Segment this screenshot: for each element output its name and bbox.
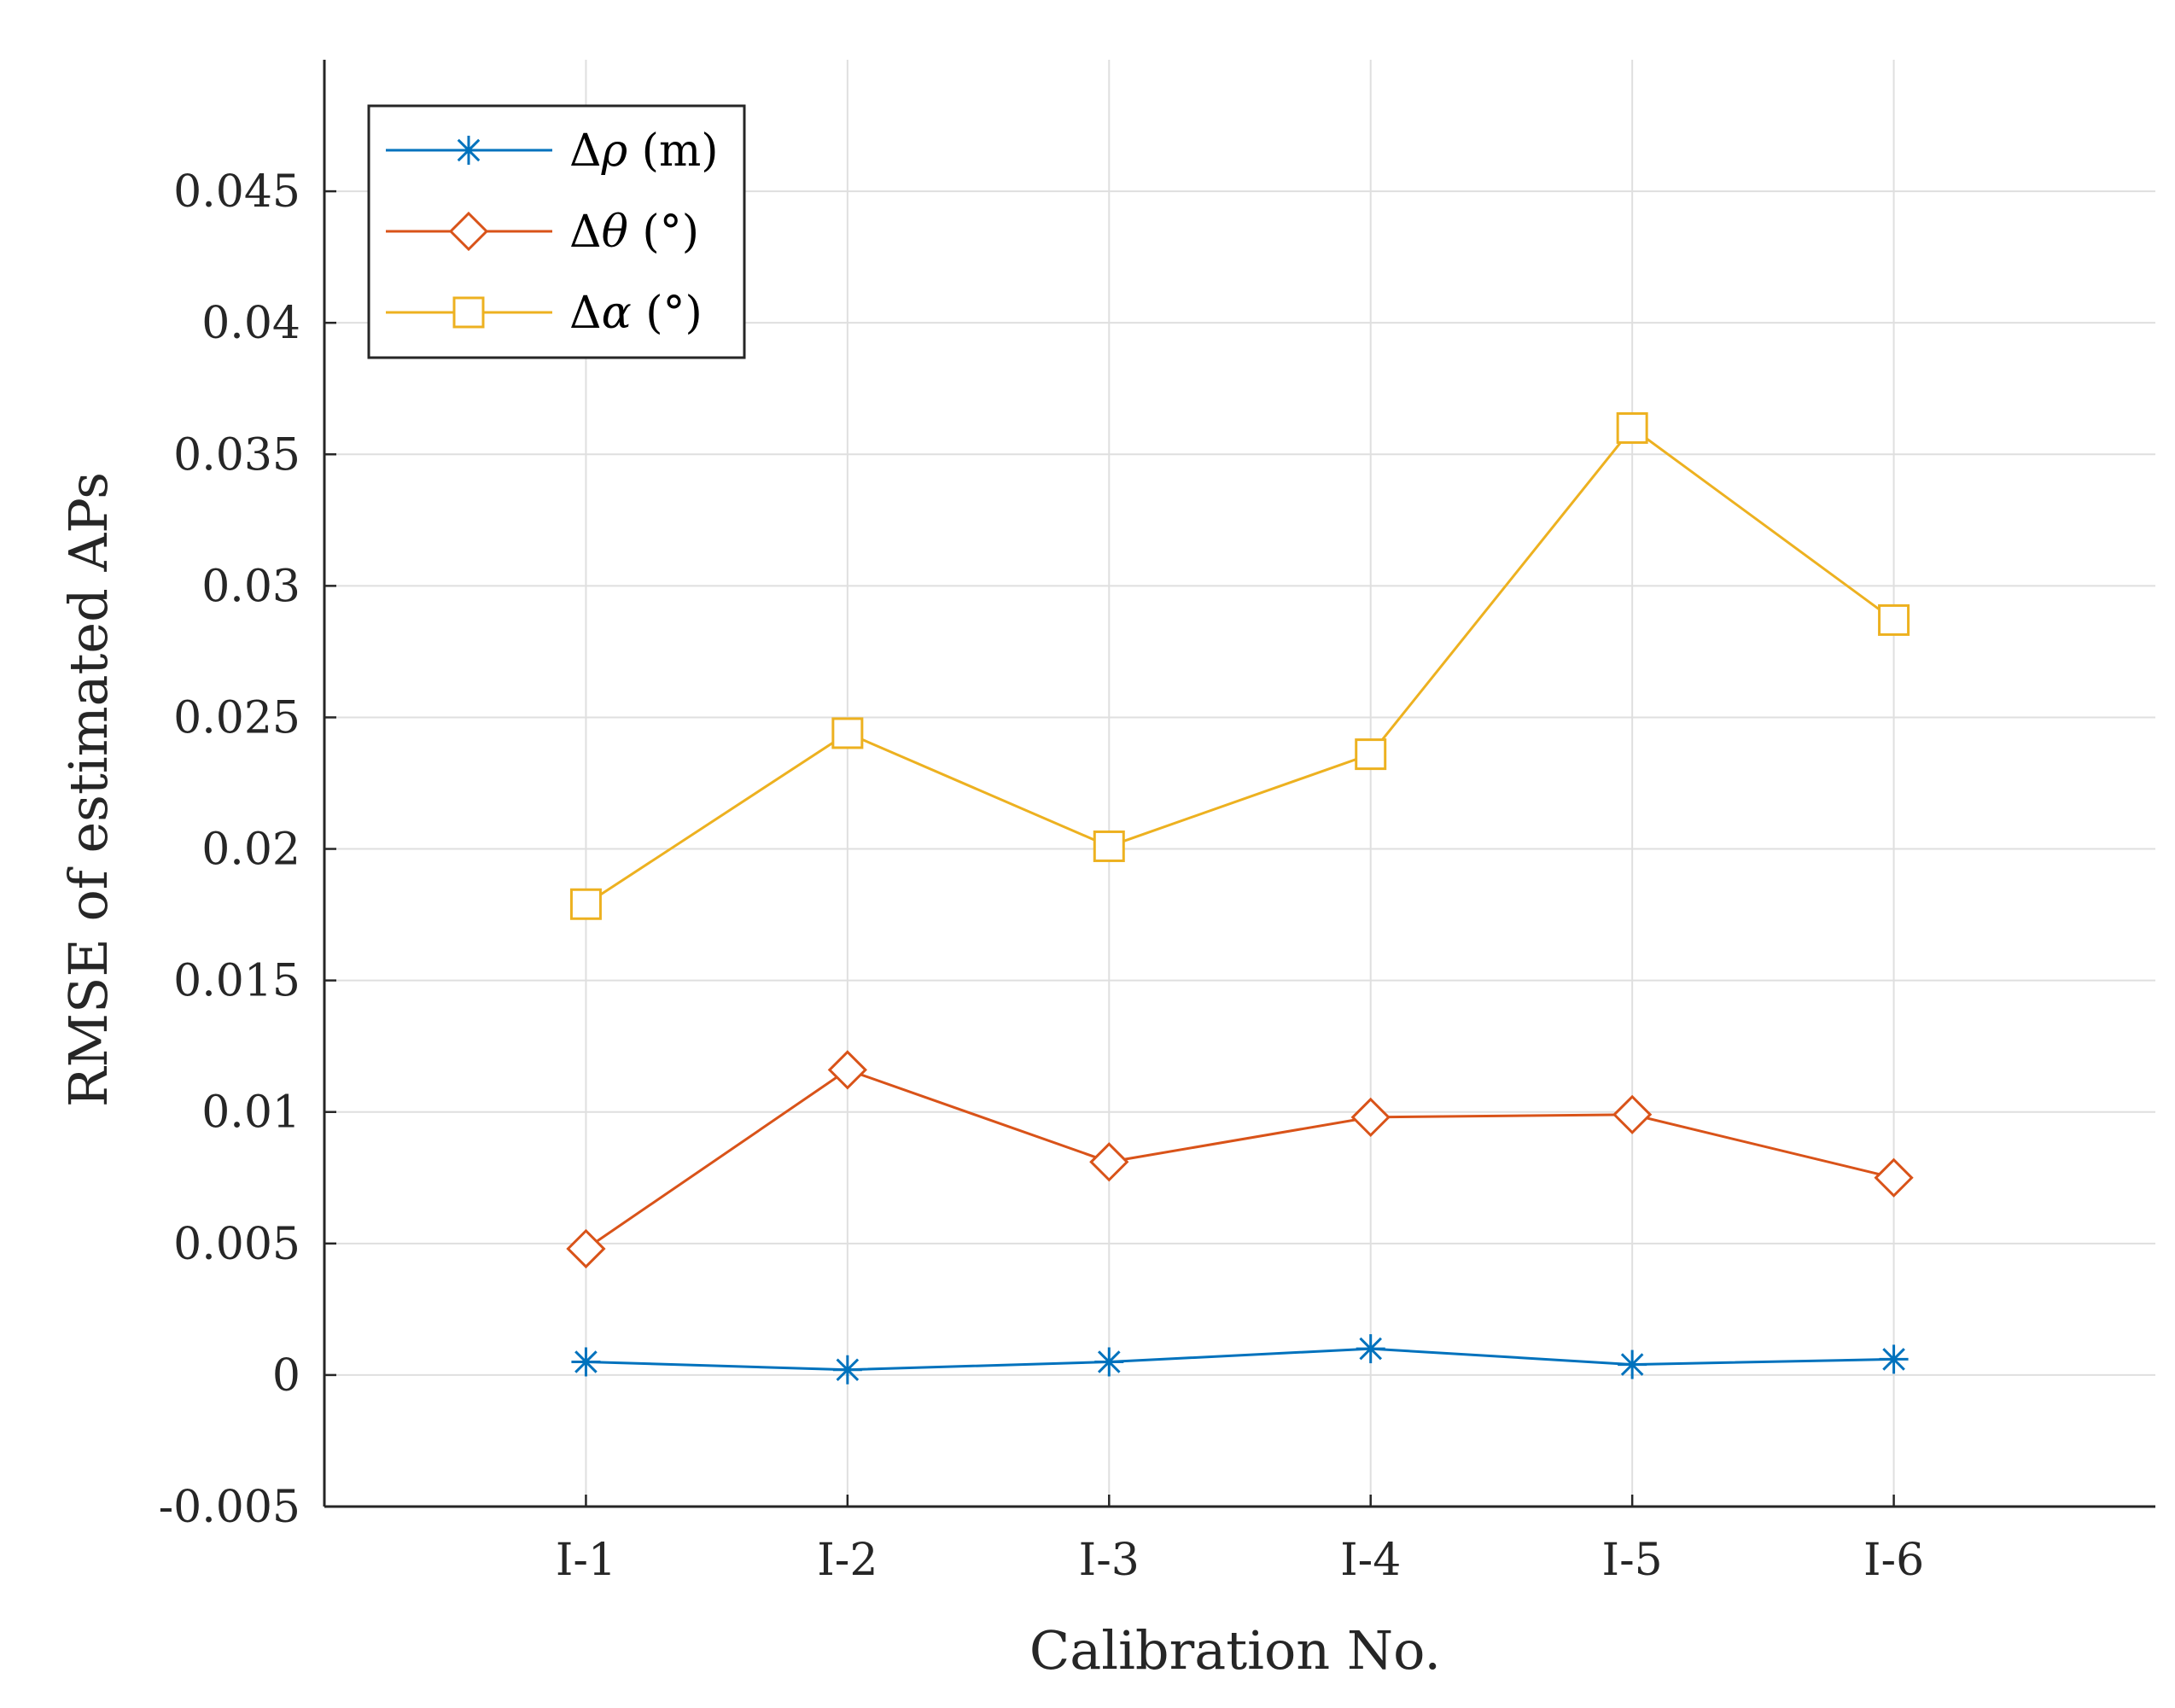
legend-label-unit: (°) — [628, 207, 699, 258]
marker-shape — [831, 717, 864, 749]
legend-label: Δθ (°) — [569, 207, 699, 258]
data-point — [1355, 738, 1387, 771]
y-tick-label: 0.015 — [173, 956, 300, 1007]
legend-entry: Δθ (°) — [386, 207, 699, 258]
marker-shape — [1616, 411, 1648, 444]
marker-stroke — [1620, 1353, 1644, 1376]
marker-shape — [1874, 1157, 1914, 1198]
x-tick-label: I-4 — [1340, 1535, 1401, 1586]
legend-label: Δρ (m) — [569, 125, 719, 177]
legend-label-symbol: ρ — [601, 125, 628, 177]
legend-label-symbol: α — [602, 288, 632, 339]
data-point — [569, 888, 602, 920]
legend-label-delta: Δ — [569, 207, 602, 258]
y-tick-label: 0.03 — [201, 561, 300, 612]
series-line — [586, 1347, 1894, 1372]
y-tick-label: 0 — [272, 1350, 300, 1402]
data-point — [1618, 1349, 1647, 1379]
legend-marker — [448, 211, 489, 252]
y-tick-label: 0.04 — [201, 298, 300, 349]
tick-labels: -0.005 0 0.005 0.01 0.015 0.02 0.025 0.03 0.035 0… — [159, 166, 1925, 1586]
legend: Δρ (m)Δθ (°)Δα (°) — [367, 104, 746, 359]
legend-label-symbol: θ — [602, 207, 628, 258]
legend-marker — [454, 136, 483, 165]
marker-shape — [1355, 738, 1387, 771]
y-tick-label: 0.01 — [201, 1087, 300, 1139]
legend-label-delta: Δ — [569, 288, 602, 339]
legend-label-unit: (°) — [632, 288, 703, 339]
x-tick-label: I-1 — [556, 1535, 616, 1586]
data-point — [1094, 1347, 1124, 1377]
legend-entry: Δα (°) — [386, 288, 703, 339]
legend-label-unit: (m) — [627, 125, 718, 177]
marker-shape — [1089, 1142, 1129, 1182]
marker-stroke — [836, 1358, 860, 1382]
data-point — [1093, 830, 1125, 862]
marker-stroke — [457, 138, 481, 162]
marker-shape — [566, 1228, 606, 1269]
x-tick-label: I-5 — [1602, 1535, 1663, 1586]
y-tick-label: 0.035 — [173, 429, 300, 481]
data-point — [832, 1355, 862, 1384]
x-tick-label: I-3 — [1079, 1535, 1140, 1586]
data-point — [1350, 1097, 1391, 1138]
data-point — [1616, 411, 1648, 444]
legend-marker — [452, 296, 485, 329]
y-tick-label: 0.025 — [173, 692, 300, 743]
data-point — [831, 717, 864, 749]
axes — [323, 60, 2155, 1508]
marker-shape — [1878, 603, 1910, 636]
x-axis-title: Calibration No. — [1029, 1619, 1441, 1682]
marker-stroke — [1882, 1348, 1905, 1371]
data-point — [1878, 603, 1910, 636]
marker-shape — [1350, 1097, 1391, 1138]
marker-shape — [1093, 830, 1125, 862]
marker-shape — [827, 1050, 867, 1090]
data-point — [1089, 1142, 1129, 1182]
marker-stroke — [1097, 1350, 1121, 1373]
data-point — [1612, 1094, 1653, 1134]
marker-shape — [569, 888, 602, 920]
y-tick-label: 0.045 — [173, 166, 300, 218]
x-tick-label: I-6 — [1863, 1535, 1924, 1586]
series-group — [566, 411, 1914, 1384]
marker-stroke — [1359, 1337, 1383, 1361]
y-tick-label: 0.02 — [201, 825, 300, 876]
series-line — [585, 426, 1895, 906]
marker-shape — [452, 296, 485, 329]
data-point — [1356, 1334, 1385, 1364]
data-point — [1879, 1344, 1909, 1374]
data-point — [571, 1347, 601, 1377]
series-line — [585, 1068, 1894, 1250]
data-point — [827, 1050, 867, 1090]
marker-shape — [1612, 1094, 1653, 1134]
y-axis-title: RMSE of estimated APs — [57, 472, 120, 1107]
y-tick-label: 0.005 — [173, 1219, 300, 1270]
x-tick-label: I-2 — [817, 1535, 878, 1586]
legend-label-delta: Δ — [569, 125, 602, 177]
legend-label: Δα (°) — [569, 288, 703, 339]
legend-entry: Δρ (m) — [386, 125, 719, 177]
marker-shape — [448, 211, 489, 252]
data-point — [566, 1228, 606, 1269]
marker-stroke — [574, 1350, 598, 1373]
y-tick-label: -0.005 — [159, 1482, 300, 1533]
data-point — [1874, 1157, 1914, 1198]
